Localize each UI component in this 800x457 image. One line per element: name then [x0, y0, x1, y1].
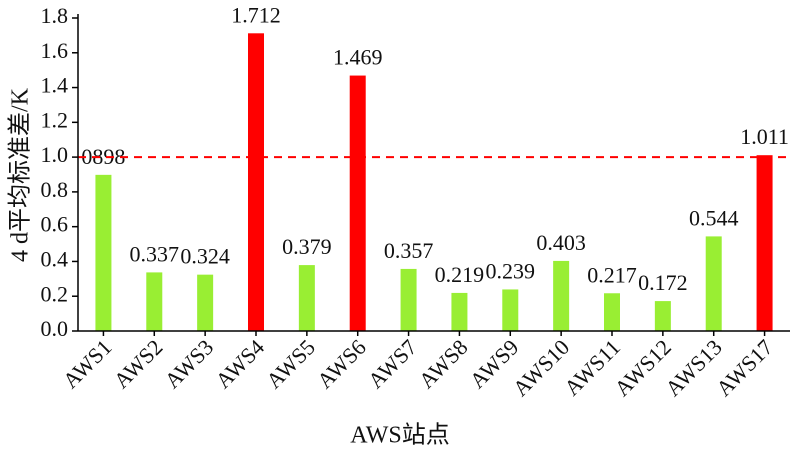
x-tick-label: AWS8 [414, 334, 473, 393]
x-tick-label: AWS10 [508, 334, 575, 401]
bar [95, 174, 112, 331]
bar [604, 293, 620, 331]
x-axis-label: AWS站点 [350, 422, 449, 449]
data-label: 1.469 [333, 45, 383, 70]
bar [756, 155, 773, 331]
data-label: 0.337 [130, 241, 180, 266]
bar [400, 268, 417, 331]
bar [502, 289, 519, 331]
x-tick-label: AWS17 [711, 334, 778, 401]
bar [349, 75, 366, 331]
bar [553, 260, 570, 331]
y-tick-label: 0.2 [41, 281, 69, 306]
data-label: 0.219 [435, 262, 485, 287]
x-tick-label: AWS7 [363, 334, 422, 393]
x-tick-label: AWS3 [159, 334, 218, 393]
bar [298, 265, 315, 331]
data-label: 0.379 [282, 234, 332, 259]
data-label: 1.712 [231, 2, 281, 27]
data-label: 0.544 [689, 205, 739, 230]
bar [654, 301, 671, 331]
y-tick-label: 1.0 [41, 142, 69, 167]
data-label: 0.239 [486, 258, 536, 283]
x-tick-label: AWS13 [660, 334, 727, 401]
data-label: 0.357 [384, 238, 434, 263]
y-tick-label: 1.8 [41, 3, 69, 28]
bar [248, 33, 264, 332]
bar [705, 236, 722, 331]
y-tick-label: 0.0 [41, 316, 69, 341]
data-label: 0.217 [587, 262, 637, 287]
data-label: 0.172 [638, 270, 688, 295]
y-tick-label: 1.2 [41, 107, 69, 132]
y-tick-label: 1.6 [41, 38, 69, 63]
x-tick-label: AWS2 [109, 334, 168, 393]
bar [146, 272, 163, 331]
x-tick-label: AWS1 [58, 334, 117, 393]
y-tick-label: 0.6 [41, 212, 69, 237]
y-tick-label: 1.4 [41, 73, 69, 98]
y-tick-label: 0.4 [41, 246, 69, 271]
x-tick-label: AWS6 [312, 334, 371, 393]
data-label: 0.324 [180, 244, 230, 269]
data-label: 0.403 [536, 230, 586, 255]
data-label: 1.011 [740, 124, 789, 149]
bar [197, 274, 214, 331]
x-tick-label: AWS5 [261, 334, 320, 393]
y-tick-label: 0.8 [41, 177, 69, 202]
x-tick-label: AWS4 [210, 334, 269, 393]
data-label: 0898 [81, 144, 125, 169]
bar [451, 292, 468, 331]
x-tick-label: AWS12 [609, 334, 676, 401]
y-axis-label: 4 d平均标准差/K [7, 87, 34, 262]
